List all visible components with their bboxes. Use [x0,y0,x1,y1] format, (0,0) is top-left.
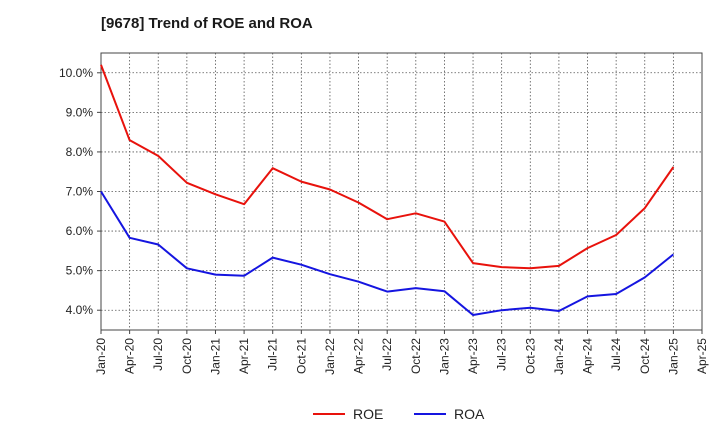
x-tick-label: Jan-25 [666,338,680,375]
x-tick-label: Apr-25 [695,338,709,374]
legend-label-roa: ROA [454,406,485,422]
x-tick-label: Jul-20 [151,338,165,371]
x-tick-label: Jan-24 [552,338,566,375]
y-tick-label: 8.0% [66,145,94,159]
series-line-roe [100,64,675,270]
y-tick-label: 9.0% [66,105,94,119]
x-tick-label: Jan-20 [94,338,108,375]
x-tick-label: Apr-20 [123,338,137,374]
x-tick-label: Oct-21 [294,338,308,374]
y-axis-ticks: 4.0% 5.0% 6.0% 7.0% 8.0% 9.0% 10.0% [59,66,101,317]
plot-area-frame [100,52,703,331]
x-axis-ticks: Jan-20 Apr-20 Jul-20 Oct-20 Jan-21 Apr-21 Jul-… [94,330,709,375]
series-line-roa [100,190,675,316]
x-tick-label: Jul-23 [495,338,509,371]
chart-title: [9678] Trend of ROE and ROA [101,15,313,32]
x-tick-label: Jul-22 [380,338,394,371]
x-tick-label: Apr-21 [237,338,251,374]
legend: ROE ROA [313,406,485,422]
series-layer [100,64,675,316]
x-tick-label: Jan-22 [323,338,337,375]
x-tick-label: Jul-24 [609,338,623,371]
y-tick-label: 7.0% [66,185,94,199]
y-tick-label: 6.0% [66,224,94,238]
grid-layer [101,53,702,330]
legend-label-roe: ROE [353,406,383,422]
x-tick-label: Apr-22 [352,338,366,374]
x-tick-label: Oct-22 [409,338,423,374]
x-tick-label: Oct-24 [638,338,652,374]
x-tick-label: Oct-23 [523,338,537,374]
x-tick-label: Apr-24 [581,338,595,374]
x-tick-label: Jan-23 [437,338,451,375]
y-tick-label: 5.0% [66,264,94,278]
y-tick-label: 10.0% [59,66,93,80]
x-tick-label: Apr-23 [466,338,480,374]
x-tick-label: Jan-21 [208,338,222,375]
y-tick-label: 4.0% [66,303,94,317]
x-tick-label: Jul-21 [266,338,280,371]
x-tick-label: Oct-20 [180,338,194,374]
